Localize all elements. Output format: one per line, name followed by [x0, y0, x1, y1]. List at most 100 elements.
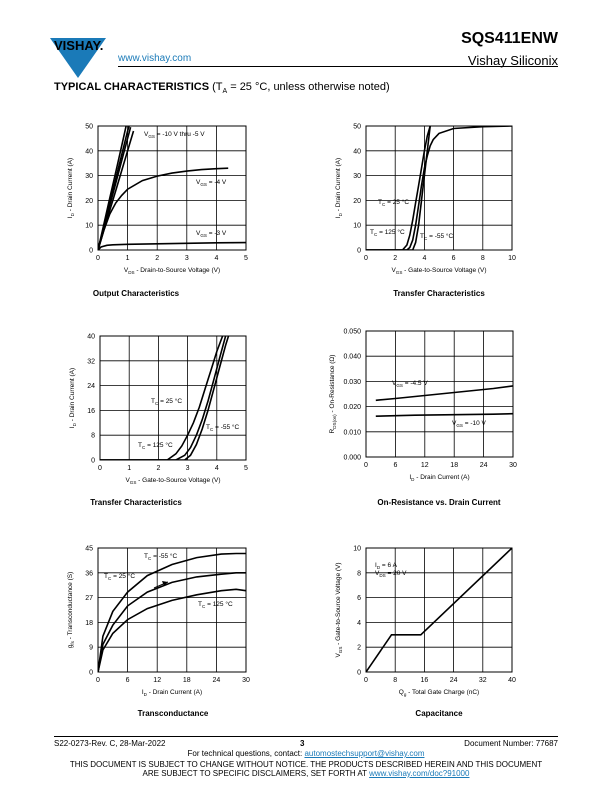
chart-transfer-characteristics-2: 00 1 8 2 16 3 24 4 32 5 40 VGS - Gate-to-Source Vol…: [69, 334, 248, 485]
x-tick-label: 18: [183, 677, 191, 684]
chart-gate-charge: 00 8 2 16 4 24 6 32 8 40 10 Qg - Total Gate Charge …: [335, 546, 516, 697]
x-tick-label: 12: [421, 462, 429, 469]
x-axis-label: VDS - Drain-to-Source Voltage (V): [124, 267, 220, 275]
y-tick-label: 9: [89, 645, 93, 652]
series-annotation: VGS = -10 V: [452, 420, 487, 428]
x-tick-label: 10: [508, 255, 516, 262]
series-annotation: TC = 25 °C: [104, 572, 135, 581]
x-axis-label: Qg - Total Gate Charge (nC): [399, 689, 479, 697]
plot-frame: [97, 125, 247, 251]
chart-caption: On-Resistance vs. Drain Current: [377, 498, 501, 507]
series-annotation: TC = 125 °C: [198, 600, 233, 609]
y-tick-label: 50: [353, 124, 361, 131]
plot-frame: [97, 547, 247, 673]
series-annotation: VGS = -4.5 V: [392, 380, 428, 388]
series-line: [375, 385, 513, 402]
y-tick-label: 16: [87, 408, 95, 415]
series-line: [366, 126, 431, 250]
y-axis-label: ID - Drain Current (A): [67, 158, 75, 218]
series-annotation: VGS = -3 V: [196, 230, 227, 238]
series-annotation: TC = 25 °C: [378, 198, 409, 207]
series-annotation: TC = 25 °C: [151, 397, 182, 406]
series-annotation: VDS = 20 V: [375, 570, 407, 578]
chart-caption: Capacitance: [415, 709, 463, 718]
y-tick-label: 0.020: [343, 404, 361, 411]
x-tick-label: 30: [509, 462, 517, 469]
x-tick-label: 5: [244, 255, 248, 262]
disclaimer-link[interactable]: www.vishay.com/doc?91000: [369, 769, 470, 778]
document-number: Document Number: 77687: [464, 739, 558, 748]
x-tick-label: 4: [214, 255, 218, 262]
x-tick-label: 12: [153, 677, 161, 684]
plot-frame: [365, 125, 513, 251]
y-axis-label: VGS - Gate-to-Source Voltage (V): [335, 562, 343, 657]
series-line: [98, 571, 246, 672]
annotation-arrowhead: [162, 581, 168, 586]
y-tick-label: 8: [357, 570, 361, 577]
x-tick-label: 32: [479, 677, 487, 684]
series-annotation: VGS = -4 V: [196, 179, 227, 187]
website-link[interactable]: www.vishay.com: [118, 53, 192, 64]
y-tick-label: 2: [357, 645, 361, 652]
series-annotation: ID = 6 A: [375, 562, 398, 570]
y-tick-label: 45: [85, 546, 93, 553]
section-heading: TYPICAL CHARACTERISTICS: [54, 81, 210, 93]
x-tick-label: 24: [480, 462, 488, 469]
y-tick-label: 0: [89, 248, 93, 255]
y-tick-label: 27: [85, 595, 93, 602]
y-tick-label: 8: [91, 433, 95, 440]
revision-text: S22-0273-Rev. C, 28-Mar-2022: [54, 739, 166, 748]
footer-notice-line-1: THIS DOCUMENT IS SUBJECT TO CHANGE WITHO…: [69, 760, 543, 769]
y-tick-label: 0: [357, 670, 361, 677]
x-tick-label: 1: [127, 465, 131, 472]
series-line: [375, 412, 513, 417]
x-tick-label: 8: [393, 677, 397, 684]
x-axis-label: ID - Drain Current (A): [142, 689, 202, 697]
x-axis-label: VGS - Gate-to-Source Voltage (V): [125, 477, 220, 485]
x-tick-label: 4: [215, 465, 219, 472]
y-tick-label: 30: [85, 173, 93, 180]
x-tick-label: 2: [155, 255, 159, 262]
contact-prefix: For technical questions, contact:: [187, 749, 305, 758]
series-annotation: TC = -55 °C: [420, 232, 453, 241]
logo-text: VISHAY.: [54, 38, 103, 53]
y-tick-label: 0.000: [343, 455, 361, 462]
y-tick-label: 0.050: [343, 329, 361, 336]
series-annotation: TC = -55 °C: [144, 552, 177, 561]
y-tick-label: 20: [353, 198, 361, 205]
series-annotation: TC = 125 °C: [138, 441, 173, 450]
x-axis-label: ID - Drain Current (A): [409, 474, 469, 482]
part-number: SQS411ENW: [461, 30, 558, 47]
contact-email-link[interactable]: automostechsupport@vishay.com: [304, 749, 425, 758]
series-line: [366, 126, 512, 250]
x-tick-label: 2: [156, 465, 160, 472]
x-tick-label: 5: [244, 465, 248, 472]
x-tick-label: 0: [364, 255, 368, 262]
x-tick-label: 6: [126, 677, 130, 684]
series-line: [366, 126, 431, 250]
y-tick-label: 0.030: [343, 379, 361, 386]
x-tick-label: 4: [422, 255, 426, 262]
x-tick-label: 1: [126, 255, 130, 262]
footer-notice-line-2: ARE SUBJECT TO SPECIFIC DISCLAIMERS, SET…: [0, 769, 612, 778]
chart-transconductance: 00 6 9 12 18 18 27 24 36 30 45 ID - Drain Current (…: [67, 546, 250, 697]
y-tick-label: 10: [85, 223, 93, 230]
x-tick-label: 0: [364, 677, 368, 684]
section-title: TYPICAL CHARACTERISTICS (TA = 25 °C, unl…: [54, 81, 390, 95]
series-line: [98, 241, 246, 250]
plot-frame: [365, 330, 514, 458]
y-tick-label: 36: [85, 570, 93, 577]
chart-caption: Output Characteristics: [92, 289, 180, 298]
y-axis-label: ID - Drain Current (A): [335, 158, 343, 218]
series-annotation: VGS = -10 V thru -5 V: [144, 131, 205, 139]
chart-caption: Transconductance: [137, 709, 209, 718]
series-line: [98, 588, 246, 672]
y-tick-label: 0.040: [343, 354, 361, 361]
chart-output-characteristics: 00 1 10 2 20 3 30 4 40 5 50 VDS - Drain-to-Source V…: [67, 124, 248, 275]
vishay-logo: VISHAY.: [50, 38, 106, 78]
chart-transfer-characteristics-1: 00 2 10 4 20 6 30 8 40 10 50 VGS - Gate-to-Source V…: [335, 124, 516, 275]
x-tick-label: 6: [452, 255, 456, 262]
notice-prefix: ARE SUBJECT TO SPECIFIC DISCLAIMERS, SET…: [142, 769, 370, 778]
header-rule: [118, 66, 558, 67]
y-tick-label: 40: [87, 334, 95, 341]
